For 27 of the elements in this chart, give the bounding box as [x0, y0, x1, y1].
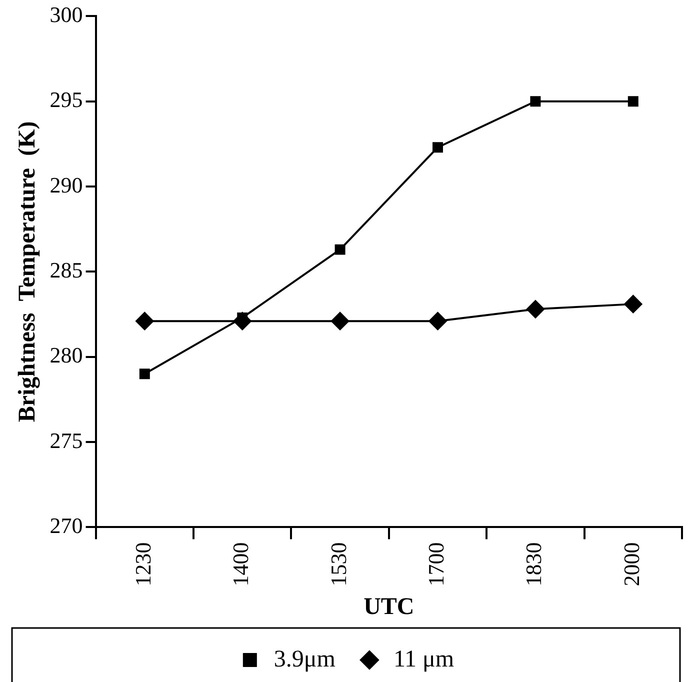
- point: [139, 368, 150, 380]
- x-tick-label: 1400: [228, 542, 254, 586]
- x-tick-label: 1530: [326, 542, 351, 586]
- y-axis-title: Brightness Temperature (K): [14, 121, 41, 422]
- x-tick-label: 1230: [130, 542, 156, 586]
- point: [628, 96, 638, 107]
- point: [624, 295, 642, 314]
- y-tick-label: 285: [50, 257, 83, 282]
- x-tick-label: 2000: [618, 542, 644, 586]
- point: [428, 312, 447, 330]
- y-tick-label: 295: [50, 87, 83, 112]
- y-tick-label: 275: [50, 428, 83, 453]
- point: [334, 244, 346, 255]
- x-tick-label: 1700: [424, 542, 449, 586]
- y-tick-label: 290: [50, 172, 83, 198]
- legend-label: 3.9μm: [274, 646, 336, 672]
- point: [331, 312, 350, 330]
- point: [136, 312, 154, 330]
- x-axis-title: UTC: [364, 594, 414, 620]
- point: [530, 96, 541, 107]
- y-tick-label: 270: [50, 512, 83, 538]
- y-tick-label: 300: [50, 2, 83, 27]
- x-tick-label: 1830: [521, 542, 546, 586]
- point: [432, 142, 443, 153]
- legend-label: 11 μm: [393, 646, 454, 672]
- y-tick-label: 280: [50, 342, 83, 368]
- point: [526, 300, 544, 318]
